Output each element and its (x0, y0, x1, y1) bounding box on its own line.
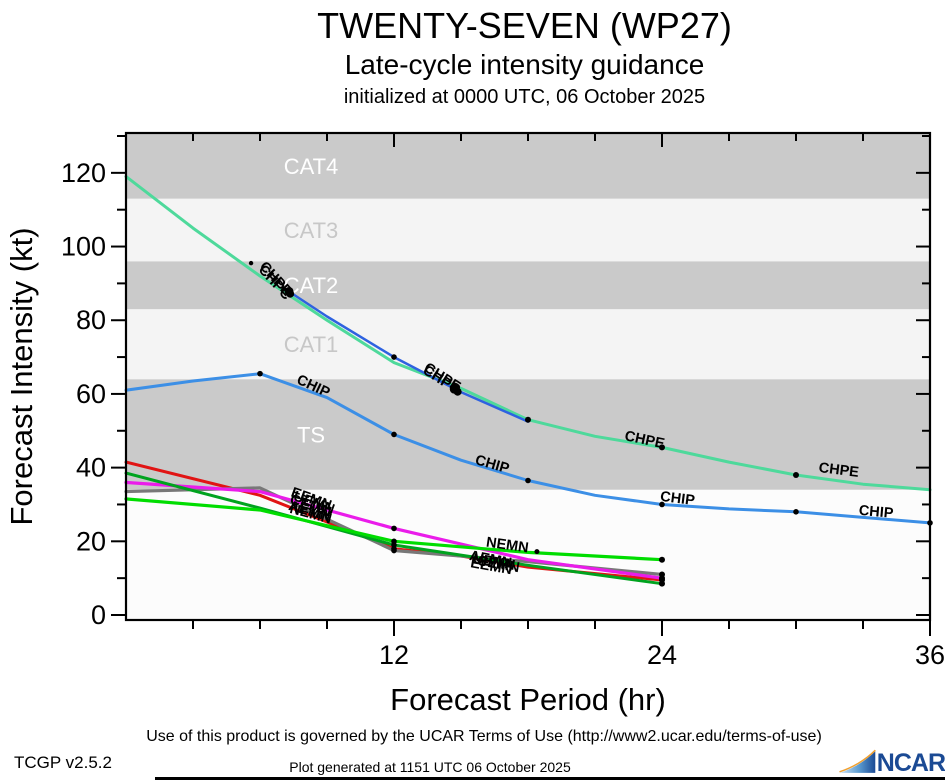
ncar-logo-text: NCAR (876, 749, 945, 777)
marker-CHIP (793, 509, 799, 515)
marker-CHPE (248, 260, 254, 266)
band-TS (126, 379, 930, 490)
band-CAT2 (126, 261, 930, 310)
marker-NEMN (659, 556, 665, 563)
marker-CHPE (659, 444, 665, 451)
marker-CHIP (659, 501, 665, 508)
y-tick-label: 60 (76, 379, 106, 409)
band-label-CAT4: CAT4 (284, 154, 339, 179)
line-label-UEMN: UEMN (472, 551, 517, 574)
bottom-rule (155, 777, 945, 780)
x-tick-label: 36 (915, 640, 945, 670)
init-time-line: initialized at 0000 UTC, 06 October 2025 (343, 86, 706, 108)
ncar-swoosh-icon (839, 749, 876, 773)
ncar-logo: NCAR (838, 744, 945, 778)
y-tick-label: 20 (76, 526, 106, 556)
band-label-CAT3: CAT3 (284, 218, 339, 243)
tcgp-version-label: TCGP v2.5.2 (14, 753, 112, 772)
plot-frame (124, 131, 932, 622)
band-CAT4 (126, 133, 930, 199)
y-tick-label: 100 (61, 232, 106, 262)
marker-CHIP (391, 431, 397, 438)
marker-CHPE (793, 471, 799, 478)
title-block: TWENTY-SEVEN (WP27) Late-cycle intensity… (104, 0, 945, 110)
y-tick-label: 80 (76, 305, 106, 335)
line-label-EEMN: EEMN (469, 555, 513, 578)
band-label-TS: TS (297, 422, 325, 447)
marker-CHPE (525, 416, 531, 423)
x-axis-title: Forecast Period (hr) (390, 682, 666, 717)
terms-of-use-text: Use of this product is governed by the U… (146, 728, 822, 745)
marker-UEMN (659, 575, 665, 582)
y-tick-label: 40 (76, 453, 106, 483)
marker-NEMN (391, 538, 397, 545)
plot-generated-timestamp: Plot generated at 1151 UTC 06 October 20… (289, 759, 571, 775)
line-label-CHIP: CHIP (659, 489, 696, 509)
band-label-CAT1: CAT1 (284, 332, 339, 357)
x-tick-label: 12 (379, 640, 409, 670)
marker-NEMN (534, 549, 540, 555)
marker-CHPC (391, 354, 397, 360)
marker-AEMN (659, 580, 665, 587)
line-label-CHIP: CHIP (858, 503, 894, 522)
line-label-CHPE: CHPE (818, 460, 860, 481)
y-tick-label: 120 (61, 158, 106, 188)
line-label-CEMN: CEMN (476, 553, 521, 576)
marker-CHPC (453, 387, 462, 396)
marker-CEMN (391, 547, 397, 554)
storm-title: TWENTY-SEVEN (WP27) (317, 5, 732, 46)
y-tick-label: 0 (91, 600, 106, 630)
y-axis-title: Forecast Intensity (kt) (4, 227, 39, 525)
chart-subtitle: Late-cycle intensity guidance (344, 49, 705, 80)
line-label-NEMN: NEMN (485, 535, 530, 557)
x-tick-label: 24 (647, 640, 677, 670)
marker-CHPC (286, 289, 295, 298)
marker-UEMN (391, 525, 397, 532)
band-CAT3 (126, 198, 930, 262)
marker-CHIP (525, 477, 531, 484)
marker-CHIP (257, 370, 263, 377)
band-CAT1 (126, 309, 930, 380)
line-label-AEMN: AEMN (468, 548, 513, 572)
